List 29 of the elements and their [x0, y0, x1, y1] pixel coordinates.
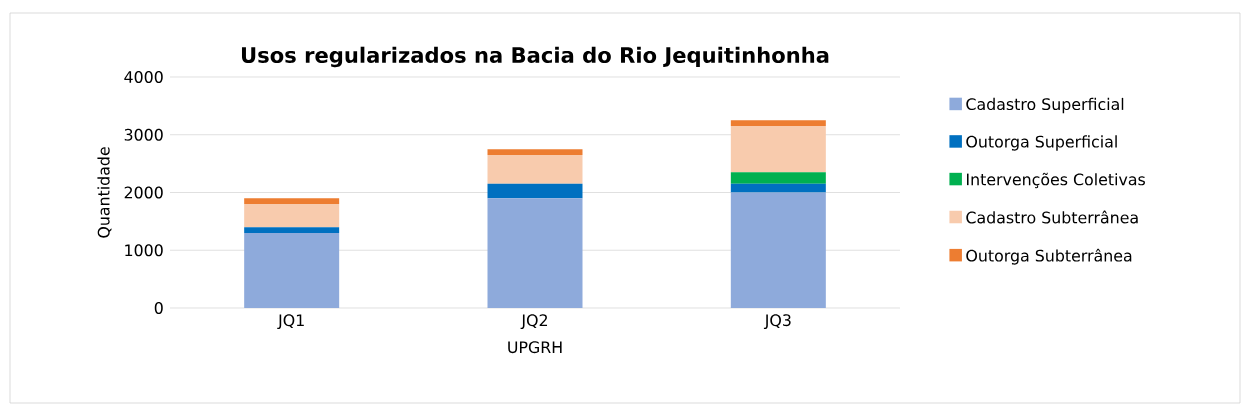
x-tick-label: JQ2 — [520, 314, 548, 330]
legend-label: Cadastro Subterrânea — [966, 210, 1138, 224]
bar — [730, 192, 826, 308]
bar — [730, 126, 826, 173]
bar — [487, 198, 583, 308]
legend-label: Intervenções Coletivas — [966, 172, 1145, 189]
legend-label: Cadastro Superficial — [966, 97, 1124, 114]
x-axis-title: UPGRH — [508, 341, 562, 354]
x-tick-label: JQ3 — [763, 314, 791, 330]
x-tick-label: JQ1 — [277, 314, 304, 330]
legend-label: Outorga Subterrânea — [966, 248, 1132, 265]
y-axis-title: Quantidade — [97, 147, 112, 238]
bar — [487, 183, 583, 199]
y-tick-label: 3000 — [124, 128, 163, 141]
bar — [487, 154, 583, 184]
bar — [730, 120, 826, 127]
bar — [487, 149, 583, 155]
bar — [244, 204, 340, 228]
y-tick-label: 2000 — [124, 186, 163, 199]
y-tick-label: 0 — [154, 302, 163, 314]
bar — [244, 198, 340, 205]
bar — [244, 227, 340, 233]
y-tick-label: 1000 — [125, 244, 163, 257]
bar — [730, 172, 826, 184]
bar — [730, 183, 826, 193]
legend-label: Outorga Superficial — [966, 135, 1117, 151]
bar — [244, 232, 340, 308]
chart-title: Usos regularizados na Bacia do Rio Jequitinhonha — [241, 46, 829, 68]
y-tick-label: 4000 — [124, 71, 163, 83]
